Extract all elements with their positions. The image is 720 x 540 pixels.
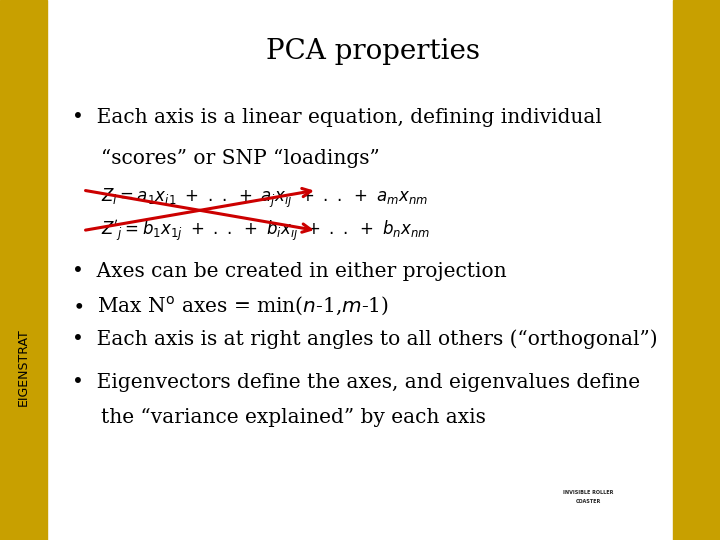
Text: “scores” or SNP “loadings”: “scores” or SNP “loadings” — [101, 148, 379, 167]
Text: •  Axes can be created in either projection: • Axes can be created in either projecti… — [72, 262, 507, 281]
Bar — [0, 0, 47, 540]
Text: the “variance explained” by each axis: the “variance explained” by each axis — [101, 408, 486, 427]
Text: •  Each axis is a linear equation, defining individual: • Each axis is a linear equation, defini… — [72, 108, 602, 127]
Text: PCA properties: PCA properties — [266, 38, 480, 65]
Text: •  Each axis is at right angles to all others (“orthogonal”): • Each axis is at right angles to all ot… — [72, 329, 657, 349]
Text: INVISIBLE ROLLER: INVISIBLE ROLLER — [564, 490, 613, 495]
Text: COASTER: COASTER — [576, 498, 601, 504]
Text: $Z_i = a_1x_{i1}\ +\ .\ .\ +\ a_jx_{ij}\ +\ .\ .\ +\ a_mx_{nm}$: $Z_i = a_1x_{i1}\ +\ .\ .\ +\ a_jx_{ij}\… — [101, 186, 428, 210]
Text: $\bullet$  Max N$^{\mathrm{o}}$ axes = min($n$-1,$m$-1): $\bullet$ Max N$^{\mathrm{o}}$ axes = mi… — [72, 294, 389, 317]
Text: •  Eigenvectors define the axes, and eigenvalues define: • Eigenvectors define the axes, and eige… — [72, 373, 640, 392]
Bar — [673, 0, 720, 540]
Text: $Z'_j = b_1x_{1j}\ +\ .\ .\ +\ b_ix_{ij}\ +\ .\ .\ +\ b_nx_{nm}$: $Z'_j = b_1x_{1j}\ +\ .\ .\ +\ b_ix_{ij}… — [101, 219, 431, 244]
Text: EIGENSTRAT: EIGENSTRAT — [17, 328, 30, 406]
